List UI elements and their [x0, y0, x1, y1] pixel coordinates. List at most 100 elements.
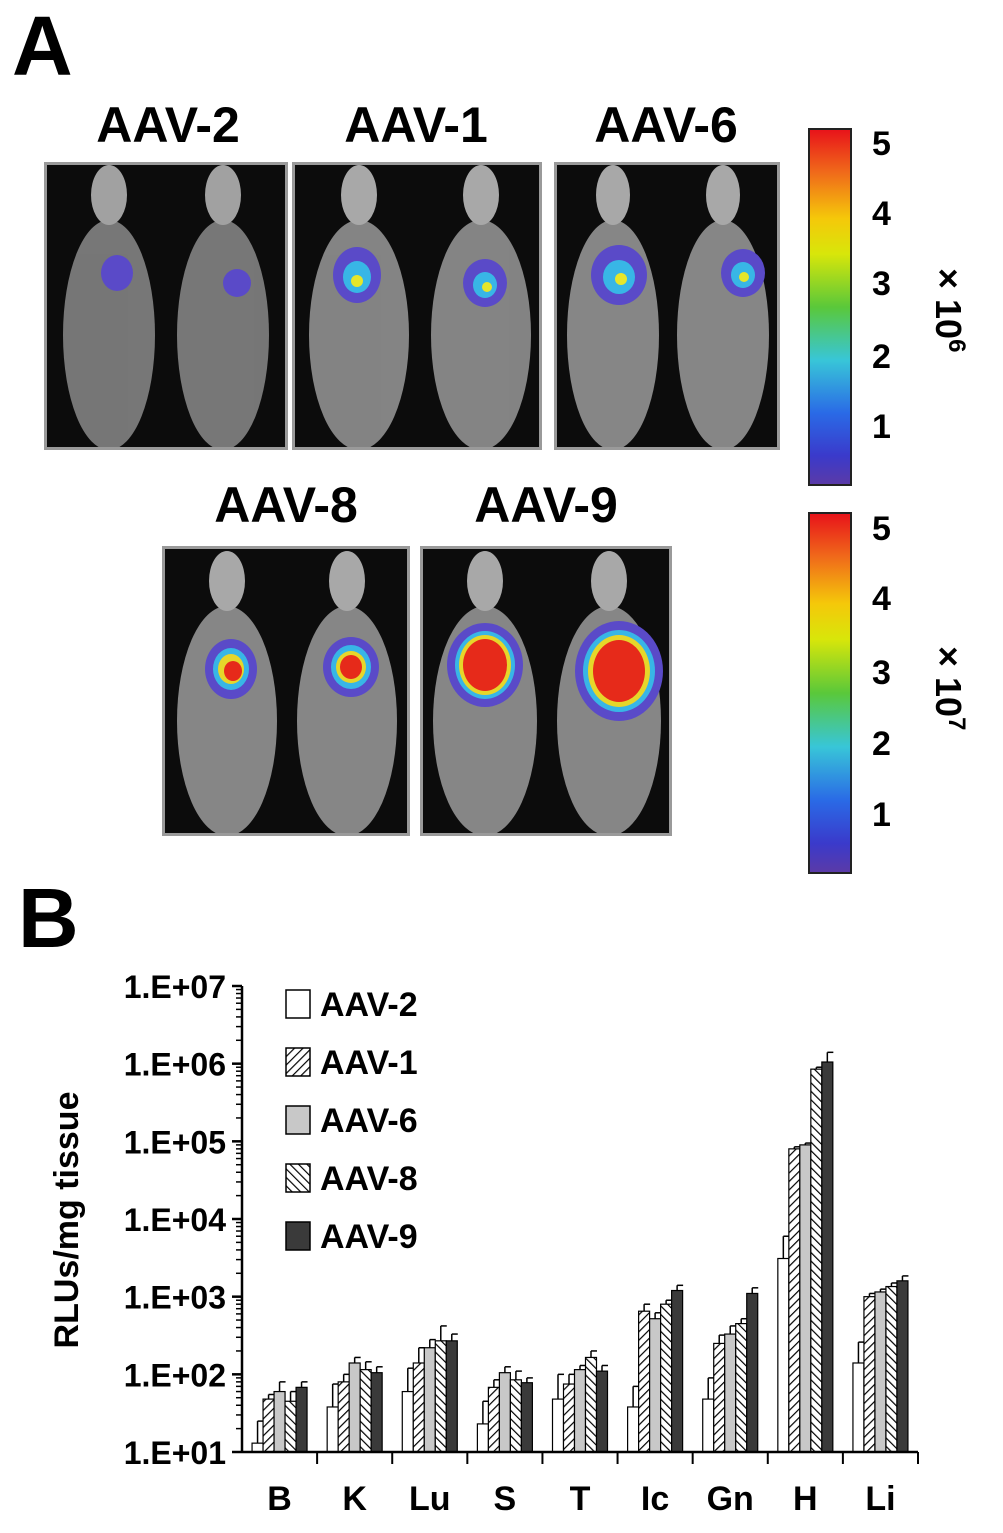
- bar-aav-1-s: [487, 1386, 500, 1453]
- scale-bottom-tick-3: 3: [872, 654, 891, 692]
- scale-bottom-tick-1: 1: [872, 796, 891, 834]
- scale-top-tick-5: 5: [872, 125, 891, 163]
- x-tick-label-h: H: [793, 1480, 818, 1518]
- y-tick-label: 1.E+02: [124, 1357, 226, 1393]
- y-tick-label: 1.E+06: [124, 1047, 226, 1083]
- bar-aav-8-s: [509, 1379, 522, 1453]
- mouse-pair-aav9: [433, 551, 663, 833]
- y-tick-label: 1.E+07: [124, 969, 226, 1005]
- bar-aav-1-gn: [713, 1342, 726, 1453]
- bar-aav-9-h: [821, 1061, 834, 1453]
- image-aav9: [420, 546, 672, 836]
- image-aav2: [44, 162, 288, 450]
- legend-swatch-aav-1: [285, 1047, 311, 1077]
- bar-aav-9-k: [370, 1372, 383, 1453]
- y-tick-label: 1.E+04: [124, 1202, 227, 1238]
- bar-aav-8-li: [885, 1285, 898, 1453]
- bar-aav-1-h: [788, 1148, 801, 1453]
- x-tick-label-lu: Lu: [409, 1480, 451, 1518]
- scale-top-tick-1: 1: [872, 408, 891, 446]
- bar-aav-2-k: [326, 1406, 339, 1453]
- bar-aav-9-gn: [746, 1292, 759, 1453]
- bar-aav-9-ic: [671, 1289, 684, 1453]
- legend-swatch-aav-2: [285, 989, 311, 1019]
- bar-aav-9-s: [520, 1382, 533, 1453]
- bar-aav-1-k: [337, 1381, 350, 1453]
- bar-aav-1-li: [863, 1296, 876, 1453]
- bar-aav-6-lu: [423, 1347, 436, 1453]
- scale-bottom-tick-4: 4: [872, 580, 891, 618]
- legend-label-aav-9: AAV-9: [320, 1218, 418, 1256]
- legend-label-aav-8: AAV-8: [320, 1160, 418, 1198]
- bar-aav-9-t: [595, 1370, 609, 1453]
- bar-chart: 1.E+01 1.E+02 1.E+03 1.E+04 1.E+05 1.E+06 1.E+…: [48, 969, 919, 1518]
- bar-aav-2-b: [251, 1442, 264, 1453]
- bar-aav-6-gn: [724, 1333, 737, 1453]
- bar-aav-9-lu: [445, 1340, 458, 1453]
- color-scale-bottom: [808, 512, 852, 874]
- mouse-pair-aav6: [567, 165, 769, 447]
- scale-bottom-tick-2: 2: [872, 725, 891, 763]
- bar-aav-8-t: [584, 1356, 598, 1453]
- group-label-aav9: AAV-9: [474, 477, 618, 533]
- bar-aav-8-b: [284, 1400, 297, 1453]
- x-tick-label-gn: Gn: [707, 1480, 754, 1518]
- x-tick-label-ic: Ic: [641, 1480, 669, 1518]
- scale-top-multiplier: × 106: [928, 268, 970, 353]
- scale-top-multiplier-base: × 10: [928, 268, 969, 340]
- legend-swatch-aav-6: [285, 1105, 311, 1135]
- bar-aav-1-lu: [412, 1362, 425, 1453]
- x-tick-label-k: K: [342, 1480, 367, 1518]
- x-tick-label-b: B: [267, 1480, 292, 1518]
- scale-top-tick-2: 2: [872, 338, 891, 376]
- legend-swatch-aav-9: [285, 1221, 311, 1251]
- bar-aav-6-h: [799, 1144, 812, 1453]
- panel-a-letter: A: [12, 0, 73, 93]
- bar-aav-9-li: [896, 1280, 909, 1453]
- legend-label-aav-6: AAV-6: [320, 1102, 418, 1140]
- mouse-pair-aav2: [63, 165, 269, 447]
- bar-aav-6-t: [573, 1369, 587, 1453]
- y-axis-label: RLUs/mg tissue: [48, 1092, 86, 1349]
- bar-aav-6-ic: [649, 1318, 662, 1453]
- scale-bottom-multiplier-exp: 7: [943, 717, 970, 731]
- bar-aav-1-b: [262, 1398, 275, 1453]
- bar-aav-2-s: [476, 1423, 489, 1453]
- x-tick-label-t: T: [570, 1480, 591, 1518]
- bar-aav-2-t: [551, 1398, 565, 1453]
- bar-aav-8-gn: [735, 1323, 748, 1453]
- bar-aav-8-ic: [660, 1303, 673, 1453]
- bar-aav-2-lu: [401, 1390, 414, 1453]
- scale-top-multiplier-exp: 6: [943, 339, 970, 353]
- y-tick-label: 1.E+03: [124, 1280, 226, 1316]
- image-aav6: [554, 162, 780, 450]
- mouse-pair-aav8: [177, 551, 397, 833]
- bar-aav-8-k: [359, 1369, 372, 1453]
- legend-label-aav-2: AAV-2: [320, 986, 418, 1024]
- bar-aav-8-lu: [434, 1340, 447, 1453]
- legend-swatch-aav-8: [285, 1163, 311, 1193]
- y-tick-label: 1.E+05: [124, 1124, 226, 1160]
- x-tick-label-li: Li: [865, 1480, 895, 1518]
- scale-top-tick-4: 4: [872, 195, 891, 233]
- scale-bottom-multiplier: × 107: [928, 646, 970, 731]
- bar-aav-1-t: [562, 1383, 576, 1453]
- bar-aav-6-b: [273, 1390, 286, 1453]
- mouse-pair-aav1: [309, 165, 531, 447]
- group-label-aav2: AAV-2: [96, 97, 240, 153]
- legend-label-aav-1: AAV-1: [320, 1044, 418, 1082]
- bar-aav-6-li: [874, 1291, 887, 1453]
- scale-top-tick-3: 3: [872, 265, 891, 303]
- bar-aav-2-ic: [627, 1406, 640, 1453]
- image-aav8: [162, 546, 410, 836]
- scale-bottom-tick-5: 5: [872, 510, 891, 548]
- bar-aav-9-b: [295, 1386, 308, 1453]
- scale-bottom-multiplier-base: × 10: [928, 646, 969, 718]
- bar-aav-2-h: [777, 1257, 790, 1453]
- y-tick-label: 1.E+01: [124, 1435, 226, 1471]
- bar-aav-8-h: [810, 1068, 823, 1453]
- panel-b-letter: B: [18, 871, 79, 965]
- bar-aav-2-gn: [702, 1398, 715, 1453]
- bar-aav-6-s: [498, 1372, 511, 1453]
- group-label-aav1: AAV-1: [344, 97, 488, 153]
